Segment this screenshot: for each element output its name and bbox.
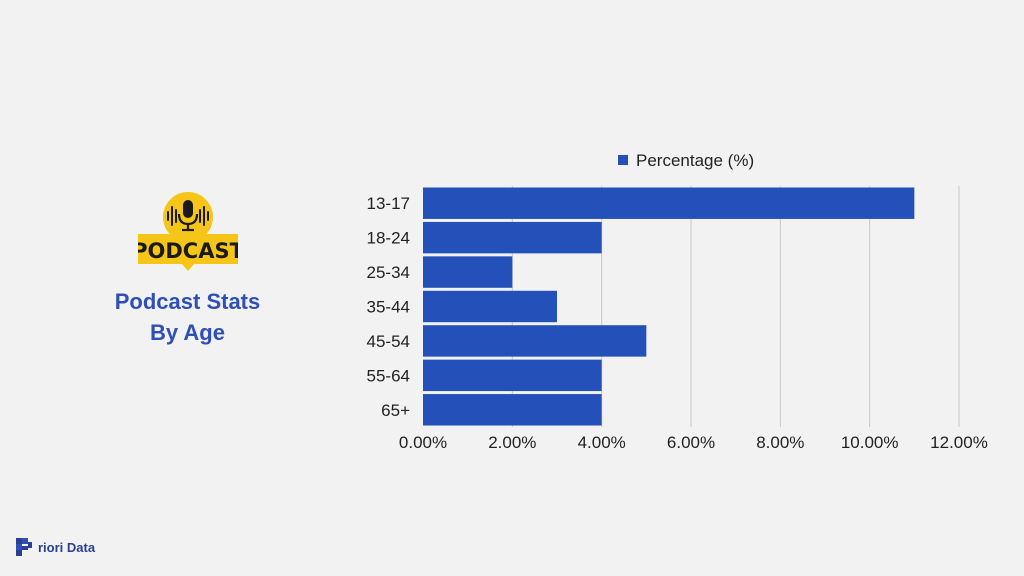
y-tick-label: 18-24 (367, 229, 410, 248)
brand: riori Data (14, 536, 95, 558)
podcast-logo: PODCAST (137, 192, 238, 271)
bar (423, 325, 647, 357)
bar (423, 256, 513, 288)
y-tick-label: 65+ (381, 401, 410, 420)
legend-swatch (618, 155, 628, 165)
legend-label: Percentage (%) (636, 151, 754, 170)
x-tick-label: 0.00% (399, 433, 447, 452)
x-tick-label: 2.00% (488, 433, 536, 452)
side-title: Podcast Stats By Age (100, 286, 275, 348)
sound-wave-icon (166, 206, 209, 226)
bar (423, 394, 602, 426)
brand-text: riori Data (38, 539, 96, 555)
bar (423, 359, 602, 392)
bar (423, 290, 557, 323)
podcast-logo-block: PODCAST Podcast Stats By Age (100, 190, 275, 348)
chart-bars (423, 187, 915, 426)
x-tick-label: 4.00% (578, 433, 626, 452)
y-tick-label: 13-17 (367, 194, 410, 213)
x-tick-label: 8.00% (756, 433, 804, 452)
side-title-line2: By Age (150, 320, 225, 345)
x-axis-labels: 0.00% 2.00% 4.00% 6.00% 8.00% 10.00% 12.00% (399, 433, 988, 452)
microphone-icon (177, 200, 198, 232)
priori-data-logo (16, 538, 32, 556)
y-tick-label: 25-34 (367, 263, 410, 282)
y-tick-label: 35-44 (367, 298, 410, 317)
side-title-line1: Podcast Stats (114, 289, 261, 314)
y-tick-label: 45-54 (367, 332, 410, 351)
y-axis-labels: 13-17 18-24 25-34 35-44 45-54 55-64 65+ (367, 194, 411, 420)
x-tick-label: 12.00% (930, 433, 988, 452)
logo-badge-text: PODCAST (138, 239, 238, 263)
y-tick-label: 55-64 (367, 366, 410, 385)
chart-legend: Percentage (%) (618, 151, 754, 170)
bar-chart: Percentage (%) 13-17 18-24 25-34 35-44 45-54… (367, 151, 988, 452)
logo-banner (137, 234, 238, 264)
bar (423, 187, 915, 219)
x-tick-label: 6.00% (667, 433, 715, 452)
x-tick-label: 10.00% (841, 433, 899, 452)
logo-pointer (181, 264, 194, 271)
bar (423, 221, 602, 254)
